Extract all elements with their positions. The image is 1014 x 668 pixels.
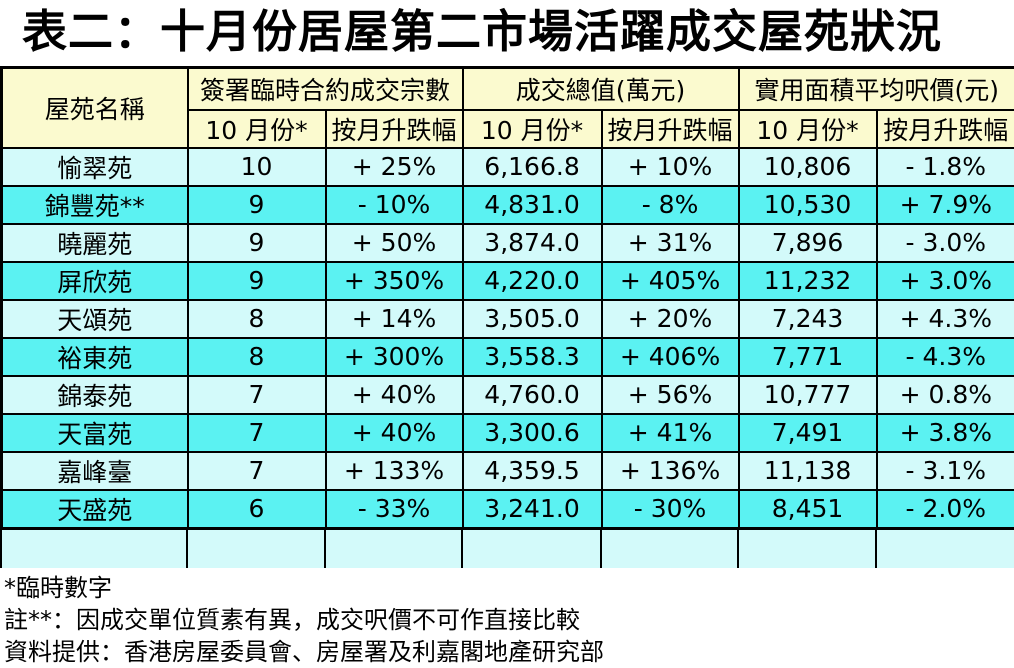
psf-cell: 7,243 <box>739 300 877 338</box>
deals-change-cell: + 300% <box>326 338 463 376</box>
estate-name-cell: 屏欣苑 <box>2 262 188 300</box>
value-cell: 4,220.0 <box>463 262 602 300</box>
value-cell: 4,359.5 <box>463 452 602 490</box>
estate-name-cell: 嘉峰臺 <box>2 452 188 490</box>
column-group-psf-price: 實用面積平均呎價(元) <box>739 68 1014 110</box>
table-bottom-border-stubs <box>0 530 1014 568</box>
value-cell: 3,558.3 <box>463 338 602 376</box>
psf-change-cell: + 0.8% <box>877 376 1014 414</box>
column-header-estate: 屋苑名稱 <box>2 68 188 148</box>
table-row: 裕東苑 8 + 300% 3,558.3 + 406% 7,771 - 4.3% <box>2 338 1014 376</box>
psf-change-cell: - 2.0% <box>877 490 1014 529</box>
psf-change-cell: + 7.9% <box>877 186 1014 224</box>
table-row: 錦豐苑** 9 - 10% 4,831.0 - 8% 10,530 + 7.9% <box>2 186 1014 224</box>
subheader-value-month: 10 月份* <box>463 110 602 148</box>
value-change-cell: + 405% <box>602 262 739 300</box>
deals-cell: 6 <box>188 490 326 529</box>
column-group-deals: 簽署臨時合約成交宗數 <box>188 68 463 110</box>
deals-cell: 8 <box>188 300 326 338</box>
value-cell: 3,241.0 <box>463 490 602 529</box>
footnote-source: 資料提供：香港房屋委員會、房屋署及利嘉閣地產研究部 <box>4 636 1014 668</box>
subheader-psf-month: 10 月份* <box>739 110 877 148</box>
deals-cell: 7 <box>188 376 326 414</box>
table-row: 天富苑 7 + 40% 3,300.6 + 41% 7,491 + 3.8% <box>2 414 1014 452</box>
footnotes: *臨時數字 註**：因成交單位質素有異，成交呎價不可作直接比較 資料提供：香港房… <box>0 568 1014 668</box>
table-row: 曉麗苑 9 + 50% 3,874.0 + 31% 7,896 - 3.0% <box>2 224 1014 262</box>
subheader-deals-month: 10 月份* <box>188 110 326 148</box>
estate-name-cell: 錦泰苑 <box>2 376 188 414</box>
deals-cell: 9 <box>188 224 326 262</box>
table-row: 天盛苑 6 - 33% 3,241.0 - 30% 8,451 - 2.0% <box>2 490 1014 529</box>
table-row: 屏欣苑 9 + 350% 4,220.0 + 405% 11,232 + 3.0… <box>2 262 1014 300</box>
table-row: 愉翠苑 10 + 25% 6,166.8 + 10% 10,806 - 1.8% <box>2 148 1014 186</box>
psf-change-cell: + 3.8% <box>877 414 1014 452</box>
deals-change-cell: - 10% <box>326 186 463 224</box>
value-change-cell: + 136% <box>602 452 739 490</box>
value-cell: 6,166.8 <box>463 148 602 186</box>
psf-cell: 7,896 <box>739 224 877 262</box>
psf-cell: 7,491 <box>739 414 877 452</box>
deals-cell: 9 <box>188 262 326 300</box>
psf-cell: 10,777 <box>739 376 877 414</box>
deals-cell: 7 <box>188 414 326 452</box>
psf-change-cell: + 3.0% <box>877 262 1014 300</box>
subheader-psf-change: 按月升跌幅 <box>877 110 1014 148</box>
deals-change-cell: + 25% <box>326 148 463 186</box>
estate-name-cell: 天富苑 <box>2 414 188 452</box>
header-group-row: 屋苑名稱 簽署臨時合約成交宗數 成交總值(萬元) 實用面積平均呎價(元) <box>2 68 1014 110</box>
column-group-total-value: 成交總值(萬元) <box>463 68 739 110</box>
psf-change-cell: - 4.3% <box>877 338 1014 376</box>
table-row: 嘉峰臺 7 + 133% 4,359.5 + 136% 11,138 - 3.1… <box>2 452 1014 490</box>
table-row: 錦泰苑 7 + 40% 4,760.0 + 56% 10,777 + 0.8% <box>2 376 1014 414</box>
psf-cell: 8,451 <box>739 490 877 529</box>
value-change-cell: + 41% <box>602 414 739 452</box>
deals-change-cell: + 350% <box>326 262 463 300</box>
estate-name-cell: 錦豐苑** <box>2 186 188 224</box>
deals-change-cell: + 40% <box>326 376 463 414</box>
estate-name-cell: 天盛苑 <box>2 490 188 529</box>
subheader-deals-change: 按月升跌幅 <box>326 110 463 148</box>
value-change-cell: + 56% <box>602 376 739 414</box>
value-change-cell: + 31% <box>602 224 739 262</box>
deals-cell: 10 <box>188 148 326 186</box>
deals-cell: 9 <box>188 186 326 224</box>
footnote-provisional: *臨時數字 <box>4 572 1014 604</box>
value-change-cell: + 20% <box>602 300 739 338</box>
psf-cell: 11,232 <box>739 262 877 300</box>
estate-name-cell: 曉麗苑 <box>2 224 188 262</box>
value-cell: 3,874.0 <box>463 224 602 262</box>
estate-name-cell: 天頌苑 <box>2 300 188 338</box>
value-change-cell: + 406% <box>602 338 739 376</box>
psf-change-cell: - 3.0% <box>877 224 1014 262</box>
estates-table: 屋苑名稱 簽署臨時合約成交宗數 成交總值(萬元) 實用面積平均呎價(元) 10 … <box>0 66 1014 530</box>
table-row: 天頌苑 8 + 14% 3,505.0 + 20% 7,243 + 4.3% <box>2 300 1014 338</box>
value-cell: 3,505.0 <box>463 300 602 338</box>
footnote-quality-note: 註**：因成交單位質素有異，成交呎價不可作直接比較 <box>4 604 1014 636</box>
deals-cell: 7 <box>188 452 326 490</box>
psf-change-cell: + 4.3% <box>877 300 1014 338</box>
deals-change-cell: + 40% <box>326 414 463 452</box>
value-change-cell: + 10% <box>602 148 739 186</box>
deals-change-cell: - 33% <box>326 490 463 529</box>
psf-change-cell: - 1.8% <box>877 148 1014 186</box>
value-cell: 3,300.6 <box>463 414 602 452</box>
psf-cell: 7,771 <box>739 338 877 376</box>
value-change-cell: - 30% <box>602 490 739 529</box>
value-change-cell: - 8% <box>602 186 739 224</box>
psf-cell: 10,530 <box>739 186 877 224</box>
value-cell: 4,831.0 <box>463 186 602 224</box>
subheader-value-change: 按月升跌幅 <box>602 110 739 148</box>
deals-change-cell: + 50% <box>326 224 463 262</box>
deals-change-cell: + 14% <box>326 300 463 338</box>
value-cell: 4,760.0 <box>463 376 602 414</box>
psf-cell: 11,138 <box>739 452 877 490</box>
deals-cell: 8 <box>188 338 326 376</box>
estate-name-cell: 裕東苑 <box>2 338 188 376</box>
deals-change-cell: + 133% <box>326 452 463 490</box>
psf-change-cell: - 3.1% <box>877 452 1014 490</box>
estate-name-cell: 愉翠苑 <box>2 148 188 186</box>
psf-cell: 10,806 <box>739 148 877 186</box>
page-title: 表二：十月份居屋第二市場活躍成交屋苑狀況 <box>0 0 1014 66</box>
